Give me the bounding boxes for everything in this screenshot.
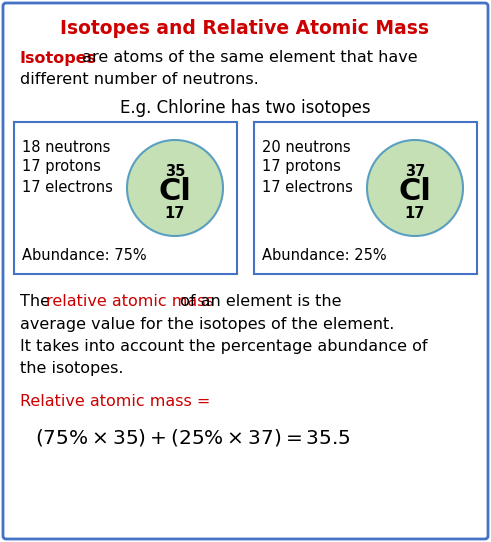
Text: 17 electrons: 17 electrons bbox=[22, 179, 113, 195]
Text: Isotopes and Relative Atomic Mass: Isotopes and Relative Atomic Mass bbox=[60, 18, 430, 37]
Text: 17 protons: 17 protons bbox=[22, 159, 101, 175]
Text: Abundance: 25%: Abundance: 25% bbox=[262, 248, 386, 262]
Text: 35: 35 bbox=[165, 164, 185, 178]
Text: It takes into account the percentage abundance of: It takes into account the percentage abu… bbox=[20, 339, 428, 353]
Text: 17 electrons: 17 electrons bbox=[262, 179, 353, 195]
FancyBboxPatch shape bbox=[14, 122, 237, 274]
Text: 17: 17 bbox=[405, 207, 425, 222]
FancyBboxPatch shape bbox=[254, 122, 477, 274]
Text: 17 protons: 17 protons bbox=[262, 159, 341, 175]
Text: Isotopes: Isotopes bbox=[20, 50, 97, 66]
Text: E.g. Chlorine has two isotopes: E.g. Chlorine has two isotopes bbox=[120, 99, 370, 117]
Text: Abundance: 75%: Abundance: 75% bbox=[22, 248, 147, 262]
Circle shape bbox=[127, 140, 223, 236]
Text: Relative atomic mass =: Relative atomic mass = bbox=[20, 395, 210, 410]
Text: the isotopes.: the isotopes. bbox=[20, 360, 124, 376]
FancyBboxPatch shape bbox=[3, 3, 488, 539]
Text: 18 neutrons: 18 neutrons bbox=[22, 139, 110, 154]
Text: 17: 17 bbox=[165, 207, 185, 222]
Text: Cl: Cl bbox=[399, 177, 432, 207]
Text: are atoms of the same element that have: are atoms of the same element that have bbox=[77, 50, 418, 66]
Text: The: The bbox=[20, 294, 55, 309]
Text: 37: 37 bbox=[405, 164, 425, 178]
Text: $(75\%\times35)+(25\%\times37)=35.5$: $(75\%\times35)+(25\%\times37)=35.5$ bbox=[35, 428, 351, 448]
Text: Cl: Cl bbox=[159, 177, 191, 207]
Text: 20 neutrons: 20 neutrons bbox=[262, 139, 351, 154]
Circle shape bbox=[367, 140, 463, 236]
Text: different number of neutrons.: different number of neutrons. bbox=[20, 72, 259, 87]
Text: of an element is the: of an element is the bbox=[175, 294, 342, 309]
Text: average value for the isotopes of the element.: average value for the isotopes of the el… bbox=[20, 317, 394, 332]
Text: relative atomic mass: relative atomic mass bbox=[46, 294, 214, 309]
